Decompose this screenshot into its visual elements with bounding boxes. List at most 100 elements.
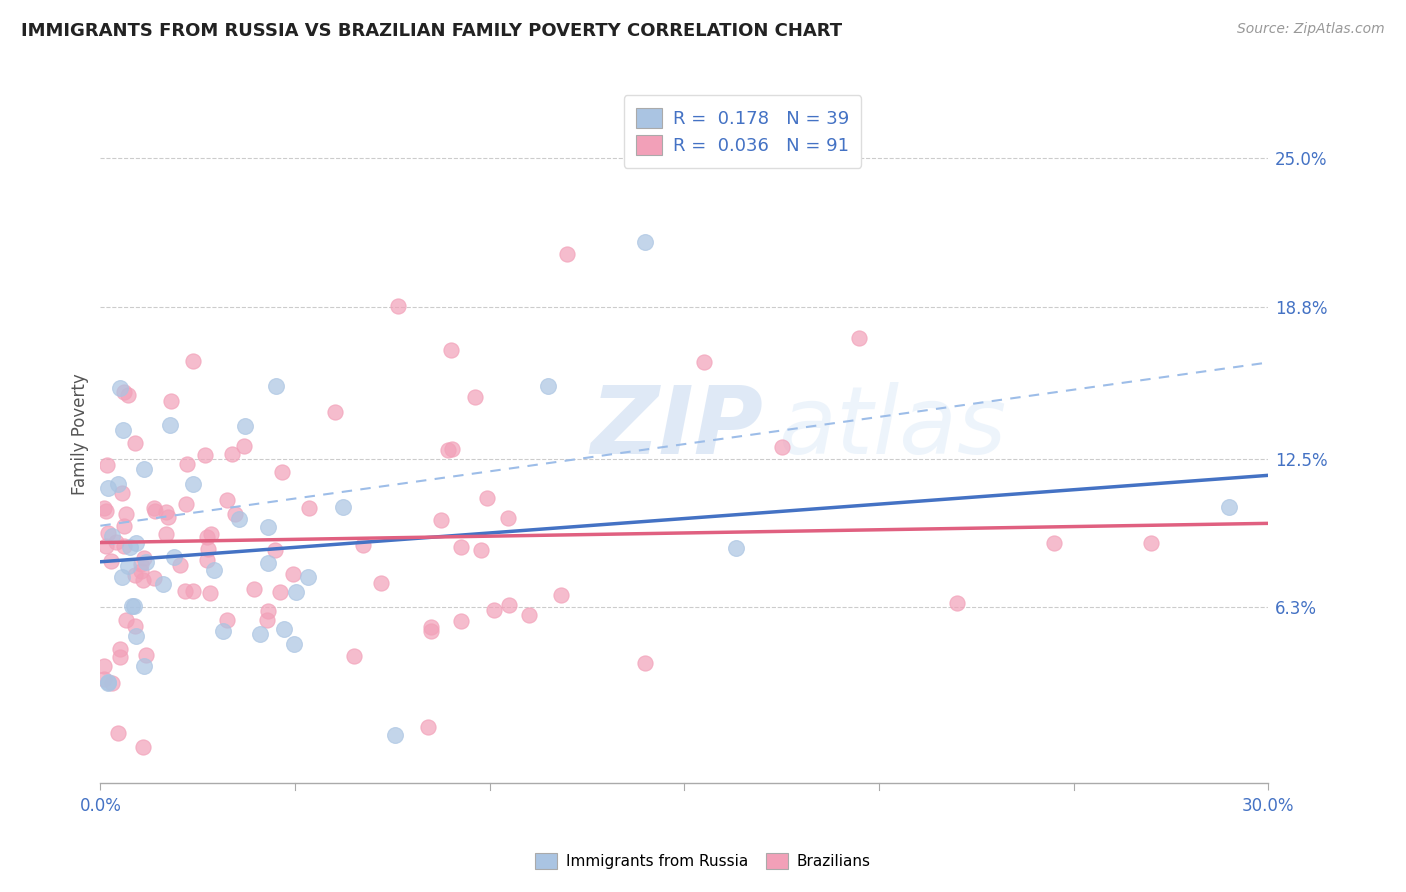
- Point: [273, 623, 295, 637]
- Point: [323, 405, 346, 419]
- Point: [135, 555, 157, 569]
- Point: [416, 720, 439, 734]
- Point: [770, 440, 793, 454]
- Point: [135, 648, 157, 662]
- Point: [96, 458, 118, 472]
- Point: [430, 513, 453, 527]
- Point: [107, 476, 129, 491]
- Point: [132, 659, 155, 673]
- Point: [298, 500, 321, 515]
- Point: [256, 613, 278, 627]
- Point: [271, 465, 294, 479]
- Point: [104, 535, 127, 549]
- Point: [263, 542, 285, 557]
- Point: [132, 573, 155, 587]
- Point: [155, 527, 177, 541]
- Point: [297, 570, 319, 584]
- Point: [249, 627, 271, 641]
- Point: [108, 650, 131, 665]
- Point: [94, 539, 117, 553]
- Point: [343, 648, 366, 663]
- Point: [124, 568, 146, 582]
- Point: [370, 576, 392, 591]
- Point: [243, 582, 266, 596]
- Point: [124, 436, 146, 450]
- Point: [143, 504, 166, 518]
- Y-axis label: Family Poverty: Family Poverty: [72, 374, 89, 495]
- Point: [120, 540, 142, 554]
- Point: [477, 491, 499, 505]
- Point: [464, 390, 486, 404]
- Point: [159, 418, 181, 433]
- Point: [157, 510, 180, 524]
- Point: [108, 641, 131, 656]
- Text: IMMIGRANTS FROM RUSSIA VS BRAZILIAN FAMILY POVERTY CORRELATION CHART: IMMIGRANTS FROM RUSSIA VS BRAZILIAN FAMI…: [21, 22, 842, 40]
- Point: [111, 486, 134, 500]
- Point: [224, 507, 246, 521]
- Point: [202, 563, 225, 577]
- Point: [101, 676, 124, 690]
- Point: [194, 448, 217, 462]
- Point: [124, 619, 146, 633]
- Point: [107, 726, 129, 740]
- Point: [112, 518, 135, 533]
- Point: [283, 567, 305, 582]
- Point: [217, 493, 239, 508]
- Point: [419, 624, 441, 638]
- Point: [482, 603, 505, 617]
- Point: [132, 551, 155, 566]
- Point: [517, 607, 540, 622]
- Point: [174, 497, 197, 511]
- Point: [384, 728, 406, 742]
- Point: [97, 526, 120, 541]
- Text: atlas: atlas: [778, 382, 1005, 473]
- Point: [387, 299, 409, 313]
- Point: [212, 624, 235, 638]
- Point: [125, 535, 148, 549]
- Point: [256, 557, 278, 571]
- Point: [173, 583, 195, 598]
- Point: [176, 457, 198, 471]
- Point: [1140, 535, 1163, 549]
- Point: [93, 672, 115, 686]
- Point: [233, 419, 256, 434]
- Point: [169, 558, 191, 573]
- Point: [197, 542, 219, 557]
- Point: [114, 507, 136, 521]
- Text: Source: ZipAtlas.com: Source: ZipAtlas.com: [1237, 22, 1385, 37]
- Point: [100, 554, 122, 568]
- Point: [450, 541, 472, 555]
- Point: [470, 542, 492, 557]
- Point: [181, 583, 204, 598]
- Legend: Immigrants from Russia, Brazilians: Immigrants from Russia, Brazilians: [529, 847, 877, 875]
- Point: [1043, 535, 1066, 549]
- Point: [108, 381, 131, 395]
- Point: [332, 500, 354, 514]
- Point: [217, 613, 239, 627]
- Text: ZIP: ZIP: [591, 382, 763, 474]
- Point: [195, 553, 218, 567]
- Point: [264, 379, 287, 393]
- Point: [142, 501, 165, 516]
- Point: [221, 446, 243, 460]
- Point: [134, 462, 156, 476]
- Point: [557, 247, 579, 261]
- Point: [125, 629, 148, 643]
- Point: [152, 576, 174, 591]
- Point: [257, 520, 280, 534]
- Point: [181, 354, 204, 368]
- Point: [117, 388, 139, 402]
- Point: [256, 604, 278, 618]
- Point: [228, 512, 250, 526]
- Point: [112, 423, 135, 437]
- Point: [450, 614, 472, 628]
- Point: [132, 739, 155, 754]
- Point: [101, 528, 124, 542]
- Point: [160, 393, 183, 408]
- Point: [269, 585, 291, 599]
- Point: [634, 235, 657, 250]
- Point: [724, 541, 747, 555]
- Point: [352, 538, 374, 552]
- Point: [111, 570, 134, 584]
- Point: [183, 476, 205, 491]
